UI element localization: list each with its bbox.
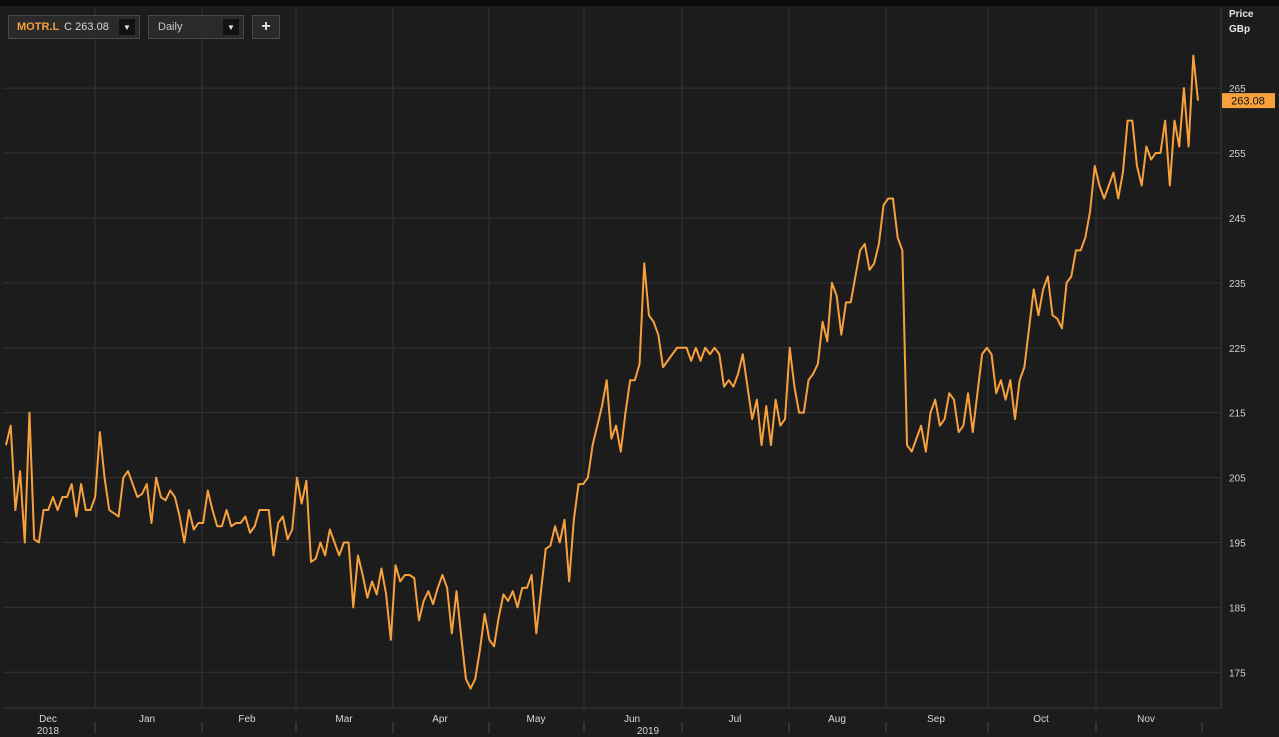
- symbol-selector[interactable]: MOTR.L C 263.08 ▼: [8, 15, 140, 39]
- month-label: Oct: [1033, 714, 1049, 725]
- price-tick-label: 255: [1229, 149, 1246, 160]
- interval-selector[interactable]: Daily ▼: [148, 15, 244, 39]
- year-label: 2018: [37, 726, 60, 737]
- price-series-line: [5, 54, 1199, 690]
- price-axis: Price GBp 265 255 245 235 225 215 205 195 185 175: [1229, 9, 1254, 679]
- month-label: Dec: [39, 714, 57, 725]
- price-axis-unit: GBp: [1229, 24, 1250, 35]
- month-label: Mar: [335, 714, 353, 725]
- chart-toolbar: MOTR.L C 263.08 ▼ Daily ▼ +: [8, 15, 280, 39]
- close-price-label: C 263.08: [64, 21, 109, 33]
- price-tick-label: 265: [1229, 84, 1246, 95]
- month-label: May: [527, 714, 546, 725]
- month-label: Jul: [729, 714, 742, 725]
- interval-label: Daily: [158, 21, 183, 33]
- month-label: Jan: [139, 714, 155, 725]
- last-price-badge: 263.08: [1222, 93, 1275, 109]
- month-label: Sep: [927, 714, 945, 725]
- month-label: Apr: [432, 714, 448, 725]
- price-tick-label: 215: [1229, 409, 1246, 420]
- price-axis-title: Price: [1229, 9, 1254, 20]
- year-label: 2019: [637, 726, 660, 737]
- grid-lines: [3, 7, 1221, 708]
- symbol-label: MOTR.L: [17, 21, 60, 33]
- price-tick-label: 175: [1229, 668, 1246, 679]
- month-label: Nov: [1137, 714, 1155, 725]
- plot-area[interactable]: [3, 7, 1221, 708]
- price-tick-label: 225: [1229, 344, 1246, 355]
- add-series-button[interactable]: +: [252, 15, 280, 39]
- month-label: Aug: [828, 714, 846, 725]
- price-tick-label: 195: [1229, 538, 1246, 549]
- price-tick-label: 185: [1229, 603, 1246, 614]
- chevron-down-icon[interactable]: ▼: [119, 19, 135, 35]
- price-tick-label: 205: [1229, 474, 1246, 485]
- month-label: Jun: [624, 714, 640, 725]
- plus-icon: +: [261, 18, 271, 35]
- month-label: Feb: [238, 714, 256, 725]
- price-tick-label: 235: [1229, 279, 1246, 290]
- last-price-label: 263.08: [1231, 96, 1265, 108]
- time-axis: Dec Jan Feb Mar Apr May Jun Jul Aug Sep Oct Nov 2018…: [37, 714, 1203, 737]
- chevron-down-icon[interactable]: ▼: [223, 19, 239, 35]
- price-tick-label: 245: [1229, 214, 1246, 225]
